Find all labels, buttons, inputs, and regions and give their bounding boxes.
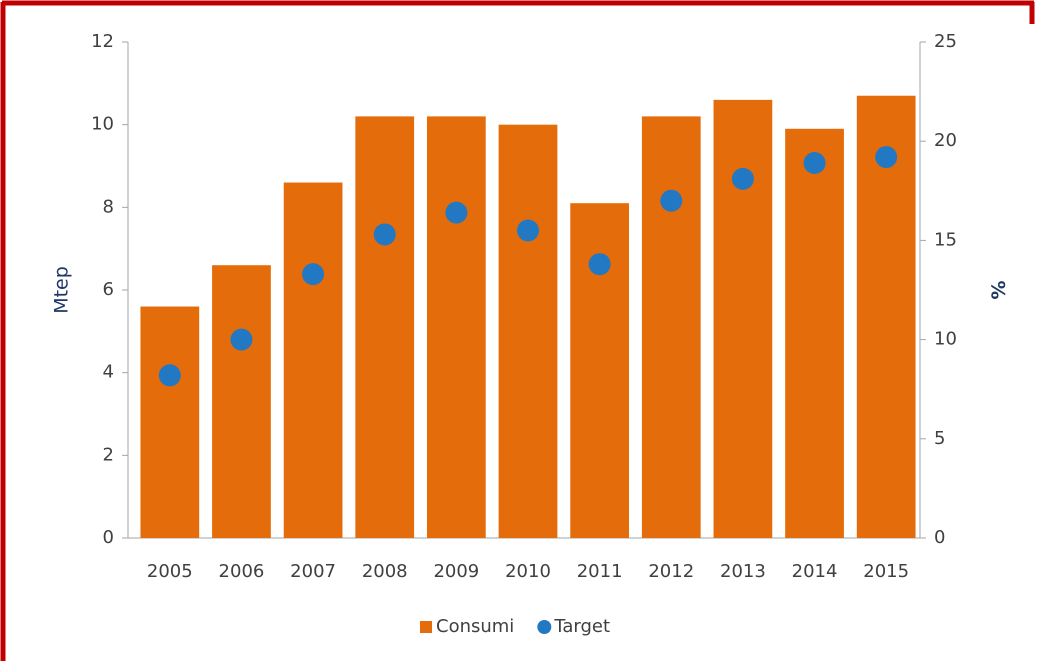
bar [785, 128, 844, 539]
target-dot [373, 223, 396, 246]
y-tick-label: 10 [91, 114, 114, 135]
y-tick-label: 2 [103, 444, 114, 465]
x-tick-label: 2013 [720, 561, 766, 582]
target-dot [158, 364, 181, 387]
target-dot [875, 146, 898, 169]
bar [212, 265, 271, 538]
y-tick-label: 4 [103, 362, 114, 383]
target-dot [230, 328, 253, 351]
bar [641, 116, 701, 539]
bar [856, 95, 916, 538]
x-tick-label: 2007 [290, 561, 336, 582]
y-tick-label: 0 [103, 527, 114, 548]
y2-tick-label: 0 [934, 527, 945, 548]
x-tick-label: 2010 [505, 561, 551, 582]
y-tick-label: 6 [103, 279, 114, 300]
y2-tick-label: 25 [934, 31, 957, 52]
target-dot [445, 201, 468, 224]
target-dot [588, 253, 611, 276]
bar [140, 306, 200, 538]
x-tick-label: 2015 [863, 561, 909, 582]
target-dot [803, 152, 826, 175]
legend-swatch [420, 621, 432, 633]
target-dot [517, 219, 539, 242]
bar [355, 116, 415, 539]
y2-tick-label: 10 [934, 329, 957, 350]
legend-label: Target [553, 616, 610, 637]
y2-tick-label: 15 [934, 229, 957, 250]
x-tick-label: 2008 [362, 561, 408, 582]
y2-tick-label: 20 [934, 130, 957, 151]
legend-swatch [537, 620, 552, 634]
bar [713, 99, 773, 538]
y2-tick-label: 5 [934, 428, 945, 449]
target-dot [302, 263, 325, 286]
x-tick-label: 2006 [219, 561, 265, 582]
y-tick-label: 12 [91, 31, 114, 52]
bar [426, 116, 486, 539]
legend-label: Consumi [436, 616, 514, 637]
x-tick-label: 2005 [147, 561, 193, 582]
bar [498, 124, 558, 539]
x-tick-label: 2012 [648, 561, 694, 582]
y-tick-label: 8 [103, 196, 114, 217]
y-axis-title: Mtep [51, 266, 73, 314]
x-tick-label: 2011 [577, 561, 623, 582]
target-dot [660, 189, 683, 212]
y2-axis-title: % [987, 280, 1009, 299]
x-tick-label: 2009 [433, 561, 479, 582]
target-dot [731, 167, 754, 190]
x-tick-label: 2014 [792, 561, 838, 582]
bar [283, 182, 343, 539]
